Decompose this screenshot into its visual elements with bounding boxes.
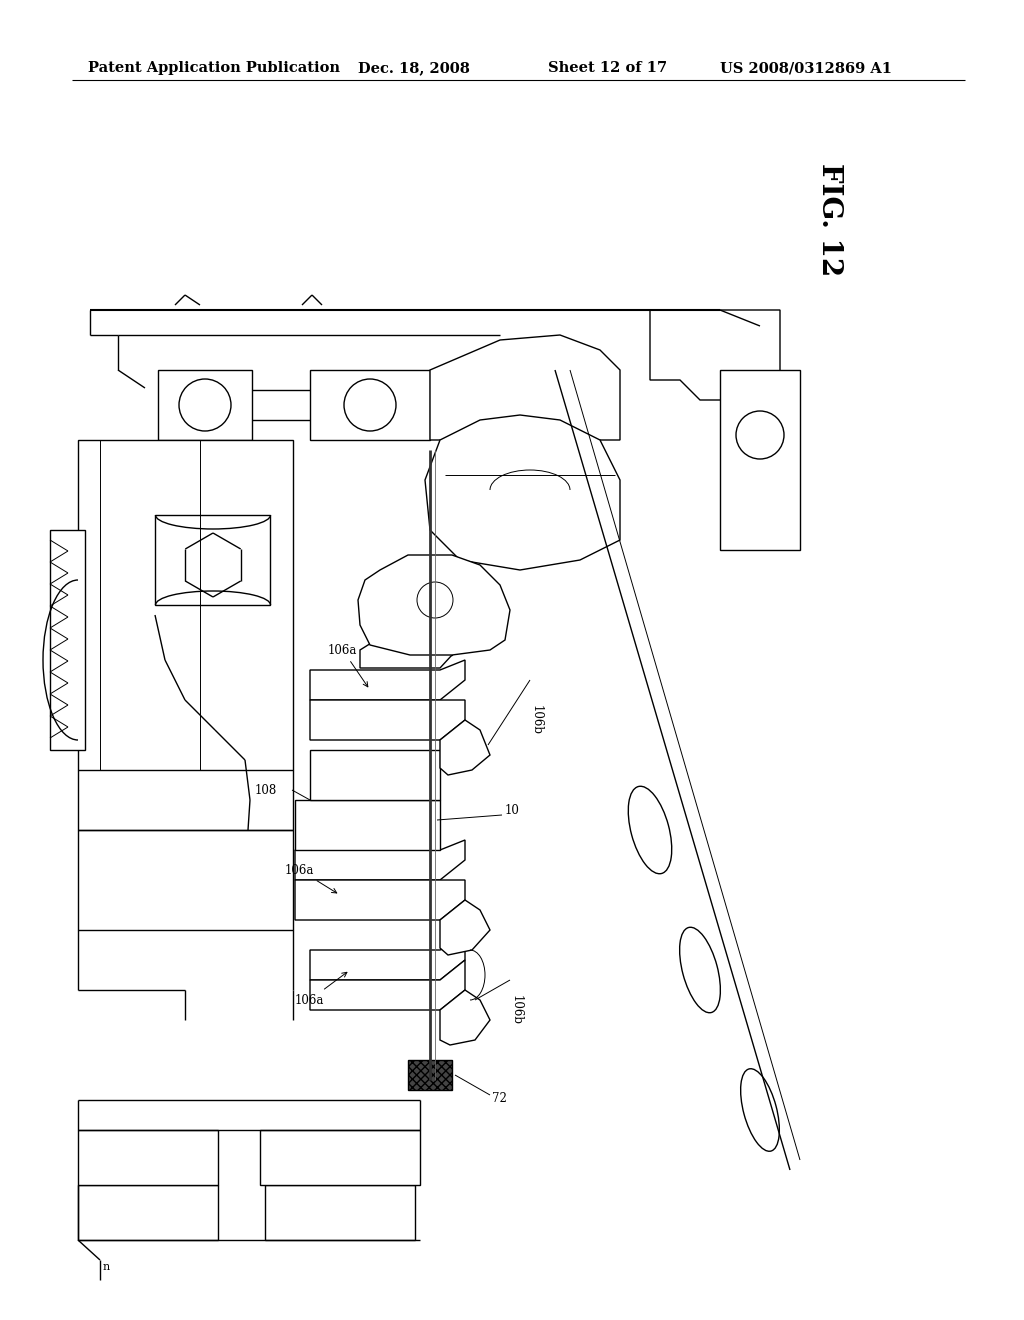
Polygon shape bbox=[425, 414, 620, 570]
Polygon shape bbox=[158, 370, 252, 440]
Bar bbox=[78, 440, 293, 770]
Bar bbox=[310, 750, 440, 800]
Bar bbox=[78, 1130, 218, 1185]
Text: 106a: 106a bbox=[295, 973, 347, 1006]
Text: 106a: 106a bbox=[328, 644, 368, 686]
Polygon shape bbox=[440, 719, 490, 775]
Text: 106b: 106b bbox=[510, 995, 523, 1026]
Text: 72: 72 bbox=[492, 1092, 507, 1105]
Bar bbox=[295, 800, 440, 850]
Circle shape bbox=[736, 411, 784, 459]
Text: 10: 10 bbox=[505, 804, 520, 817]
Text: 106b: 106b bbox=[530, 705, 543, 735]
Text: FIG. 12: FIG. 12 bbox=[816, 164, 844, 277]
Text: Patent Application Publication: Patent Application Publication bbox=[88, 61, 340, 75]
Circle shape bbox=[344, 379, 396, 432]
Polygon shape bbox=[310, 660, 465, 700]
Text: Dec. 18, 2008: Dec. 18, 2008 bbox=[358, 61, 470, 75]
Polygon shape bbox=[295, 880, 465, 920]
Text: US 2008/0312869 A1: US 2008/0312869 A1 bbox=[720, 61, 892, 75]
Text: n: n bbox=[103, 1262, 111, 1272]
Polygon shape bbox=[310, 960, 465, 1010]
Polygon shape bbox=[650, 310, 780, 400]
Bar bbox=[260, 1130, 420, 1185]
Polygon shape bbox=[440, 900, 490, 954]
Bar bbox=[408, 1060, 452, 1090]
Polygon shape bbox=[440, 990, 490, 1045]
Bar bbox=[78, 1185, 218, 1239]
Polygon shape bbox=[358, 554, 510, 655]
Text: Sheet 12 of 17: Sheet 12 of 17 bbox=[548, 61, 667, 75]
Polygon shape bbox=[295, 840, 465, 880]
Polygon shape bbox=[430, 335, 620, 440]
Circle shape bbox=[199, 550, 227, 579]
Bar bbox=[265, 1185, 415, 1239]
Polygon shape bbox=[310, 700, 465, 741]
Text: 106a: 106a bbox=[285, 863, 337, 892]
Text: 108: 108 bbox=[255, 784, 278, 796]
Circle shape bbox=[179, 379, 231, 432]
Bar bbox=[408, 601, 452, 655]
Bar bbox=[50, 531, 85, 750]
Polygon shape bbox=[310, 940, 465, 979]
Polygon shape bbox=[360, 620, 452, 668]
Bar bbox=[720, 370, 800, 550]
Bar bbox=[155, 515, 270, 605]
Polygon shape bbox=[310, 370, 430, 440]
Circle shape bbox=[417, 582, 453, 618]
Bar bbox=[78, 830, 293, 931]
